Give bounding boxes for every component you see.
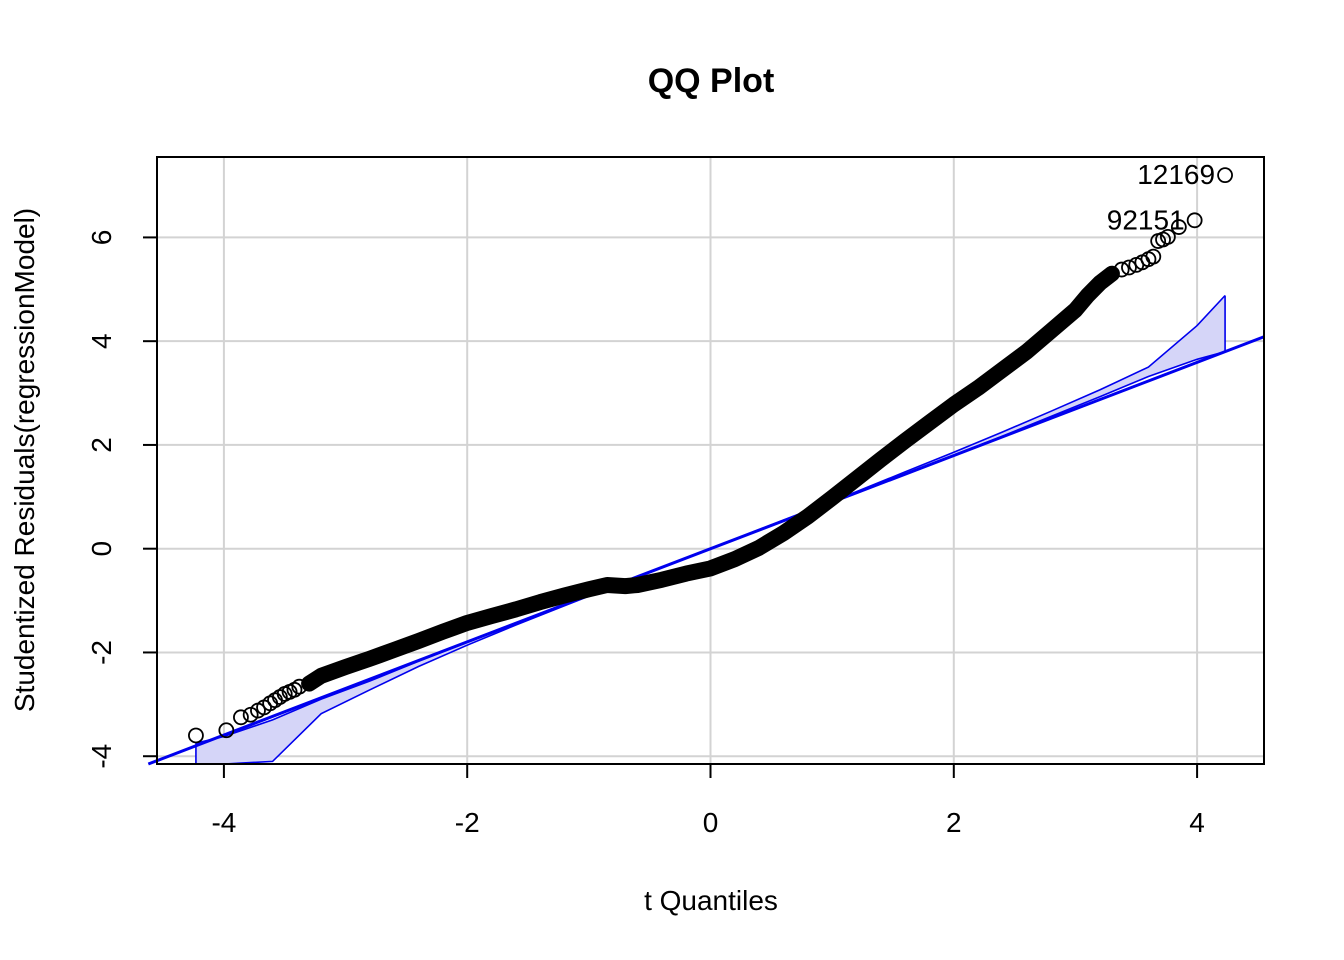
reference-line-group <box>147 335 1265 766</box>
y-tick-label: 0 <box>86 541 117 557</box>
y-tick-label: -2 <box>86 640 117 665</box>
x-tick-label: -4 <box>211 807 236 838</box>
outlier-label: 12169 <box>1137 159 1215 190</box>
data-point <box>291 678 308 695</box>
data-point <box>233 709 249 726</box>
data-point <box>188 727 204 744</box>
x-axis: -4 -2 0 2 4 <box>211 763 1205 838</box>
y-tick-label: 4 <box>86 333 117 349</box>
dense-points <box>301 265 1120 692</box>
envelope-band <box>195 295 1226 764</box>
x-tick-label: 4 <box>1189 807 1205 838</box>
outlier-point <box>1217 167 1233 184</box>
reference-line <box>147 335 1265 766</box>
x-axis-label: t Quantiles <box>644 885 778 916</box>
data-point <box>1121 259 1137 276</box>
data-points <box>188 219 1187 744</box>
y-axis-label: Studentized Residuals(regressionModel) <box>9 208 40 712</box>
data-point <box>218 722 235 739</box>
grid-lines <box>157 157 1264 764</box>
x-tick-label: -2 <box>455 807 480 838</box>
data-point <box>1159 228 1176 245</box>
data-point <box>1170 219 1187 235</box>
x-tick-label: 2 <box>946 807 962 838</box>
outlier-label: 92151 <box>1107 204 1185 235</box>
y-tick-label: 6 <box>86 230 117 246</box>
y-tick-label: -4 <box>86 744 117 769</box>
data-point <box>1145 248 1162 265</box>
point-labels: 12169 92151 <box>1107 159 1233 235</box>
x-tick-label: 0 <box>703 807 719 838</box>
outlier-point <box>1186 212 1203 229</box>
y-axis: -4 -2 0 2 4 6 <box>86 230 158 769</box>
chart-title: QQ Plot <box>648 62 775 100</box>
data-point <box>1113 261 1130 278</box>
y-tick-label: 2 <box>86 437 117 453</box>
